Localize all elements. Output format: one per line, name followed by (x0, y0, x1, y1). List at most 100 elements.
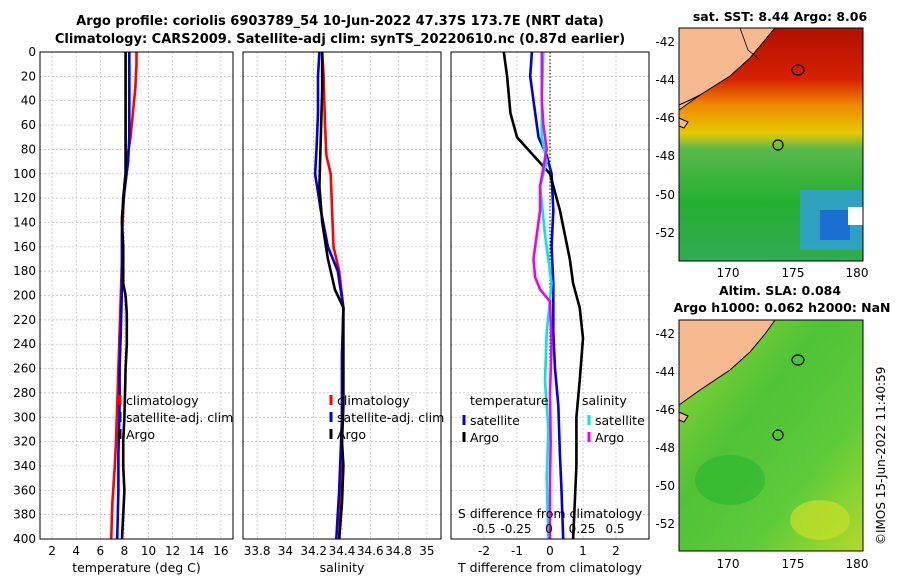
sst-chatham-marker (791, 64, 805, 76)
ytick-340: 340 (13, 459, 36, 473)
sla-ytick-46: -46 (655, 403, 675, 417)
frame-salinity (242, 51, 442, 540)
series-difference-0 (528, 51, 565, 540)
ytick-40: 40 (21, 94, 36, 108)
legend-label-salinity-2: Argo (337, 427, 366, 442)
ytick-280: 280 (13, 386, 36, 400)
xtick-difference-1: -1 (511, 544, 523, 558)
ytick-100: 100 (13, 167, 36, 181)
sla-chatham-marker (791, 354, 805, 366)
legend-label-salinity-1: satellite-adj. clim (337, 410, 444, 425)
series-salinity-2 (318, 52, 345, 540)
ytick-0: 0 (28, 45, 36, 59)
xtick-temperature-5: 12 (165, 544, 180, 558)
xtick-temperature-3: 8 (121, 544, 129, 558)
difference-s-tick-0: -0.5 (472, 522, 495, 536)
sla-map-title-line1: Altim. SLA: 0.084 (718, 283, 842, 298)
xtick-difference-4: 2 (612, 544, 620, 558)
sst-ytick-42: -42 (655, 35, 675, 49)
sla-low-patch (695, 455, 765, 505)
frame-difference (450, 51, 650, 540)
sst-map-frame (678, 27, 864, 262)
sla-high-patch (790, 500, 850, 540)
ytick-260: 260 (13, 362, 36, 376)
frame-temperature (39, 51, 234, 540)
legend-label-difference-1: Argo (470, 430, 499, 445)
ytick-320: 320 (13, 435, 36, 449)
ytick-120: 120 (13, 191, 36, 205)
sst-coast-line (678, 94, 701, 106)
sst-contour (739, 27, 761, 61)
sst-ytick-44: -44 (655, 73, 675, 87)
xlabel-temperature: temperature (deg C) (72, 560, 201, 575)
sst-argo-location (772, 139, 784, 151)
ytick-20: 20 (21, 69, 36, 83)
chart-title-line1: Argo profile: coriolis 6903789_54 10-Jun… (76, 14, 604, 29)
imos-credit: ©IMOS 15-Jun-2022 11:40:59 (874, 366, 888, 545)
xtick-salinity-0: 33.8 (244, 544, 271, 558)
sla-map (678, 319, 864, 552)
xtick-salinity-3: 34.4 (329, 544, 356, 558)
xtick-salinity-5: 34.8 (385, 544, 412, 558)
xtick-salinity-6: 35 (419, 544, 434, 558)
sla-ytick-48: -48 (655, 441, 675, 455)
legend-label-salinity-0: climatology (337, 393, 410, 408)
xlabel-salinity: salinity (320, 560, 365, 575)
series-difference-3 (532, 52, 553, 539)
legend-label-temperature-1: satellite-adj. clim (126, 410, 233, 425)
ytick-300: 300 (13, 410, 36, 424)
ytick-240: 240 (13, 337, 36, 351)
ytick-380: 380 (13, 508, 36, 522)
xtick-temperature-6: 14 (189, 544, 204, 558)
legend-title-temperature: temperature (470, 393, 549, 408)
sla-argo-location (772, 429, 784, 441)
legend-label-difference-3: Argo (595, 430, 624, 445)
xtick-temperature-2: 6 (96, 544, 104, 558)
xlabel-difference: T difference from climatology (457, 560, 643, 575)
xtick-temperature-0: 2 (48, 544, 56, 558)
series-difference-2 (538, 51, 553, 540)
ytick-360: 360 (13, 483, 36, 497)
sst-xtick-180: 180 (846, 266, 869, 280)
sla-xtick-180: 180 (846, 557, 869, 571)
sst-map (678, 27, 864, 262)
legend-label-temperature-2: Argo (126, 427, 155, 442)
xtick-salinity-2: 34.2 (300, 544, 327, 558)
sst-ytick-46: -46 (655, 111, 675, 125)
xtick-difference-3: 1 (579, 544, 587, 558)
legend-label-difference-0: satellite (470, 413, 520, 428)
xtick-temperature-4: 10 (141, 544, 156, 558)
ytick-220: 220 (13, 313, 36, 327)
xtick-salinity-4: 34.6 (357, 544, 384, 558)
ytick-200: 200 (13, 289, 36, 303)
ytick-140: 140 (13, 215, 36, 229)
xtick-temperature-1: 4 (72, 544, 80, 558)
sst-ytick-50: -50 (655, 188, 675, 202)
ytick-180: 180 (13, 264, 36, 278)
difference-s-tick-4: 0.5 (605, 522, 624, 536)
difference-s-tick-3: 0.25 (569, 522, 596, 536)
chart-title-line2: Climatology: CARS2009. Satellite-adj cli… (54, 32, 626, 47)
legend-title-salinity: salinity (582, 393, 627, 408)
sst-xtick-175: 175 (782, 266, 805, 280)
difference-s-axis-label: S difference from climatology (458, 506, 643, 521)
sst-missing-data (848, 207, 863, 225)
series-difference-1 (502, 51, 585, 540)
sla-xtick-175: 175 (782, 557, 805, 571)
ytick-80: 80 (21, 142, 36, 156)
sla-map-title-line2: Argo h1000: 0.062 h2000: NaN (673, 300, 891, 315)
sst-ytick-52: -52 (655, 226, 675, 240)
legend-label-difference-2: satellite (595, 413, 645, 428)
difference-s-tick-2: 0 (545, 522, 553, 536)
legend-label-temperature-0: climatology (126, 393, 199, 408)
sla-xtick-170: 170 (717, 557, 740, 571)
ytick-60: 60 (21, 118, 36, 132)
xtick-difference-2: 0 (546, 544, 554, 558)
sla-ytick-52: -52 (655, 517, 675, 531)
xtick-temperature-7: 16 (213, 544, 228, 558)
sla-ytick-50: -50 (655, 479, 675, 493)
ytick-400: 400 (13, 532, 36, 546)
sla-map-frame (678, 319, 864, 552)
series-salinity-1 (313, 51, 345, 540)
